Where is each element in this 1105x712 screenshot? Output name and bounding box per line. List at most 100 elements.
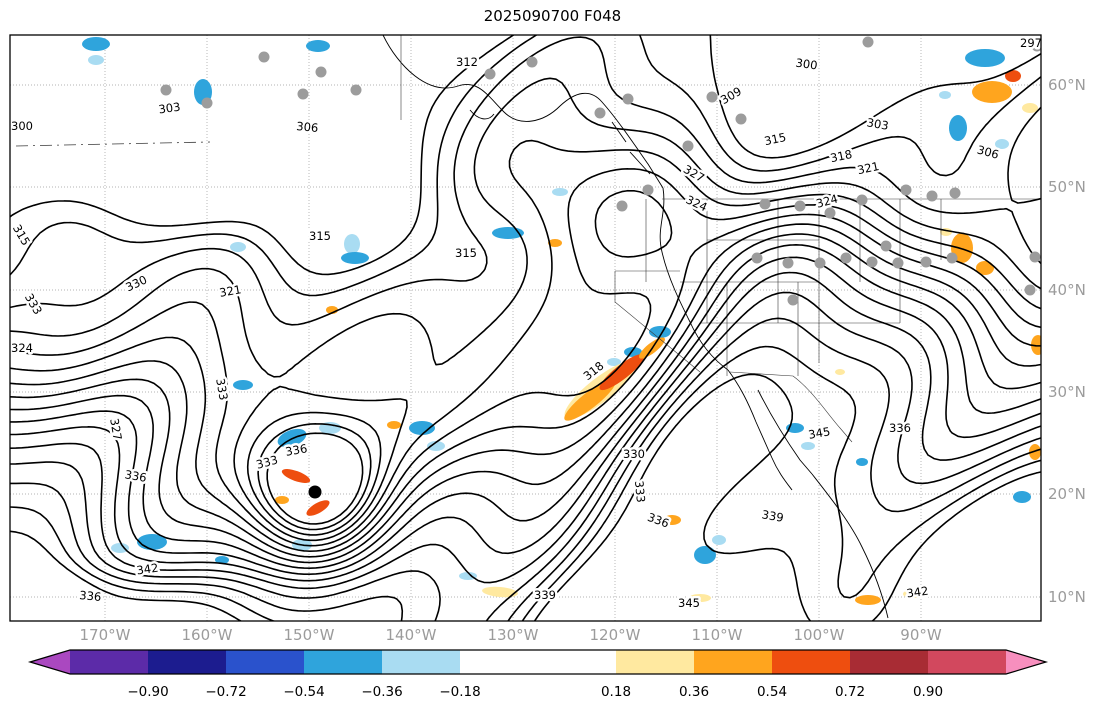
colorbar: −0.90 −0.72 −0.54 −0.36 −0.18 0.18 0.36 0.54 0.7… bbox=[27, 649, 1049, 700]
coastline bbox=[727, 369, 793, 491]
station-dot bbox=[880, 240, 892, 252]
station-dot bbox=[160, 84, 172, 96]
contour-level-309 bbox=[10, 77, 1041, 542]
positive-anomaly-patch bbox=[663, 515, 681, 525]
station-dot bbox=[484, 68, 496, 80]
station-dot bbox=[682, 140, 694, 152]
contour-label: 312 bbox=[456, 55, 478, 69]
contour-label: 345 bbox=[678, 596, 700, 610]
station-dot bbox=[840, 252, 852, 264]
lon-tick-label: 110°W bbox=[692, 626, 743, 644]
lat-tick-label: 60°N bbox=[1048, 76, 1086, 94]
graticule bbox=[10, 35, 1041, 621]
lon-tick-label: 90°W bbox=[900, 626, 942, 644]
negative-anomaly-patch bbox=[939, 91, 951, 99]
lon-tick-label: 170°W bbox=[80, 626, 131, 644]
negative-anomaly-patch bbox=[233, 380, 253, 390]
negative-anomaly-patch bbox=[1013, 491, 1031, 503]
negative-anomaly-patch bbox=[949, 115, 967, 141]
negative-anomaly-patch bbox=[215, 556, 229, 564]
station-dot bbox=[949, 187, 961, 199]
station-dot bbox=[751, 252, 763, 264]
positive-anomaly-patch bbox=[387, 421, 401, 429]
station-dot bbox=[616, 200, 628, 212]
positive-anomaly-patch bbox=[689, 594, 711, 602]
contour-label: 336 bbox=[646, 510, 671, 531]
colorbar-segment bbox=[304, 650, 382, 674]
contour-label: 333 bbox=[632, 480, 648, 503]
colorbar-tick-label: −0.90 bbox=[127, 684, 168, 700]
station-dot bbox=[258, 51, 270, 63]
colorbar-segment bbox=[694, 650, 772, 674]
coastline bbox=[659, 187, 729, 371]
plot-border bbox=[9, 34, 1042, 622]
contour-lines bbox=[10, 35, 1041, 621]
contour-label: 324 bbox=[11, 341, 33, 355]
station-dot bbox=[297, 88, 309, 100]
positive-anomaly-patch bbox=[855, 595, 881, 605]
contour-level-339 bbox=[10, 317, 1041, 621]
colorbar-segment bbox=[850, 650, 928, 674]
station-dot bbox=[1031, 40, 1041, 52]
negative-anomaly-patch bbox=[649, 326, 671, 338]
contour-label: 315 bbox=[455, 246, 477, 260]
colorbar-tick-label: 0.72 bbox=[835, 684, 865, 700]
contour-level-336 bbox=[10, 291, 1041, 621]
station-dot bbox=[1024, 284, 1036, 296]
contour-label: 309 bbox=[718, 84, 744, 107]
positive-anomaly-patch bbox=[275, 496, 289, 504]
lon-tick-label: 160°W bbox=[182, 626, 233, 644]
contour-label: 342 bbox=[136, 561, 160, 578]
negative-anomaly-patch bbox=[552, 188, 568, 196]
contour-level-330 bbox=[10, 256, 1041, 582]
station-dot bbox=[862, 36, 874, 48]
contour-label: 321 bbox=[218, 282, 242, 300]
positive-anomaly-patch bbox=[972, 81, 1012, 103]
colorbar-segment bbox=[382, 650, 460, 674]
contour-label: 342 bbox=[906, 584, 930, 601]
station-dot bbox=[866, 256, 878, 268]
negative-anomaly-patch bbox=[459, 572, 477, 580]
station-dots bbox=[160, 36, 1041, 306]
colorbar-tick-label: −0.54 bbox=[283, 684, 324, 700]
contour-label: 333 bbox=[213, 377, 231, 401]
contour-label: 336 bbox=[79, 588, 102, 604]
colorbar-extend-left bbox=[30, 650, 70, 674]
station-dot bbox=[642, 184, 654, 196]
axis-labels: 170°W 160°W 150°W 140°W 130°W 120°W 110°W 100°W… bbox=[80, 76, 1086, 644]
coastline bbox=[469, 109, 495, 120]
colorbar-segment bbox=[616, 650, 694, 674]
contour-label: 345 bbox=[807, 424, 831, 442]
negative-anomaly-patch bbox=[607, 358, 621, 366]
border-line bbox=[729, 371, 853, 443]
station-dot bbox=[787, 294, 799, 306]
contour-label: 339 bbox=[534, 588, 556, 602]
contour-level-333 bbox=[10, 271, 1041, 590]
contour-level-345 bbox=[10, 373, 1041, 621]
station-dot bbox=[946, 252, 958, 264]
negative-anomaly-patch bbox=[712, 535, 726, 545]
contour-level-318 bbox=[10, 189, 1041, 558]
positive-anomaly-patch bbox=[835, 369, 845, 375]
colorbar-segment bbox=[148, 650, 226, 674]
negative-anomaly-patch bbox=[856, 458, 868, 466]
contour-level-300 bbox=[10, 35, 1041, 525]
station-dot bbox=[926, 190, 938, 202]
border-line bbox=[614, 271, 701, 373]
chart-title: 2025090700 F048 bbox=[483, 7, 622, 25]
station-dot bbox=[735, 113, 747, 125]
contour-label: 303 bbox=[866, 115, 890, 133]
contour-label: 336 bbox=[889, 421, 911, 435]
contour-label: 339 bbox=[761, 507, 785, 525]
contour-label: 300 bbox=[795, 56, 819, 73]
station-dot bbox=[526, 56, 538, 68]
lon-tick-label: 130°W bbox=[488, 626, 539, 644]
station-dot bbox=[1029, 251, 1041, 263]
contour-label: 318 bbox=[829, 147, 853, 165]
contour-label: 336 bbox=[124, 467, 148, 485]
colorbar-tick-label: −0.36 bbox=[361, 684, 402, 700]
lat-tick-label: 50°N bbox=[1048, 178, 1086, 196]
station-dot bbox=[856, 194, 868, 206]
colorbar-segment bbox=[70, 650, 148, 674]
